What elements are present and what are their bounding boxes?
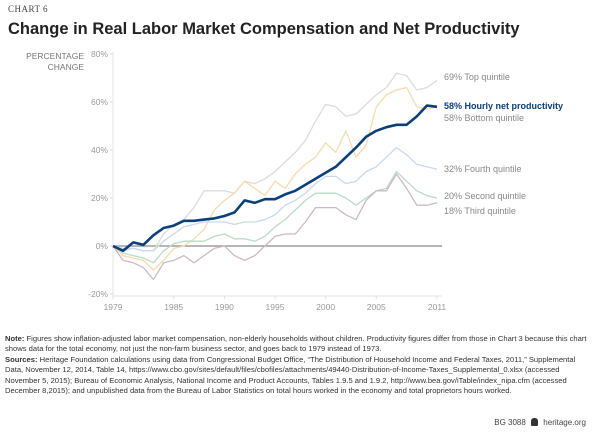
x-tick-label: 1979 bbox=[104, 302, 123, 312]
y-tick-label: 80% bbox=[91, 49, 108, 59]
x-tick-label: 2011 bbox=[428, 302, 447, 312]
y-tick-label: -20% bbox=[88, 289, 108, 299]
report-code: BG 3088 bbox=[494, 418, 526, 427]
chart-number: CHART 6 bbox=[8, 4, 49, 14]
sources-label: Sources: bbox=[5, 354, 38, 364]
y-tick-label: 60% bbox=[91, 97, 108, 107]
sources: Sources: Heritage Foundation calculation… bbox=[5, 355, 595, 397]
note: Note: Figures show inflation-adjusted la… bbox=[5, 334, 595, 355]
y-tick-label: 20% bbox=[91, 193, 108, 203]
note-block: Note: Figures show inflation-adjusted la… bbox=[5, 334, 595, 396]
x-tick-label: 2005 bbox=[367, 302, 386, 312]
y-tick-label: 0% bbox=[96, 241, 109, 251]
x-tick-label: 1985 bbox=[164, 302, 183, 312]
note-label: Note: bbox=[5, 334, 25, 343]
series-label-hourly-net-productivity: 58% Hourly net productivity bbox=[444, 101, 563, 111]
series-label-third-quintile: 18% Third quintile bbox=[444, 206, 516, 216]
series-line-fourth-quintile bbox=[112, 146, 438, 252]
series-label-top-quintile: 69% Top quintile bbox=[444, 72, 510, 82]
footer: BG 3088 heritage.org bbox=[494, 418, 586, 427]
x-tick-label: 2000 bbox=[316, 302, 335, 312]
series-line-third-quintile bbox=[112, 173, 438, 281]
series-line-hourly-net-productivity bbox=[112, 104, 438, 253]
series-line-second-quintile bbox=[112, 170, 438, 264]
x-tick-label: 1995 bbox=[266, 302, 285, 312]
series-line-bottom-quintile bbox=[112, 86, 438, 271]
series-label-bottom-quintile: 58% Bottom quintile bbox=[444, 113, 524, 123]
note-text: Figures show inflation-adjusted labor ma… bbox=[5, 334, 587, 354]
series-label-second-quintile: 20% Second quintile bbox=[444, 191, 526, 201]
series-line-top-quintile bbox=[112, 72, 438, 252]
line-chart: PERCENTAGE CHANGE 80% 60% 40% 20% 0% -20% 1979… bbox=[26, 49, 563, 312]
sources-text: Heritage Foundation calculations using d… bbox=[5, 354, 576, 396]
site-link[interactable]: heritage.org bbox=[543, 418, 586, 427]
liberty-bell-icon bbox=[531, 418, 539, 426]
chart-title: Change in Real Labor Market Compensation… bbox=[8, 20, 520, 38]
series-label-fourth-quintile: 32% Fourth quintile bbox=[444, 164, 522, 174]
y-axis-label-line1: PERCENTAGE bbox=[26, 51, 84, 61]
x-tick-label: 1990 bbox=[215, 302, 234, 312]
y-tick-label: 40% bbox=[91, 145, 108, 155]
y-axis-label-line2: CHANGE bbox=[48, 62, 85, 72]
